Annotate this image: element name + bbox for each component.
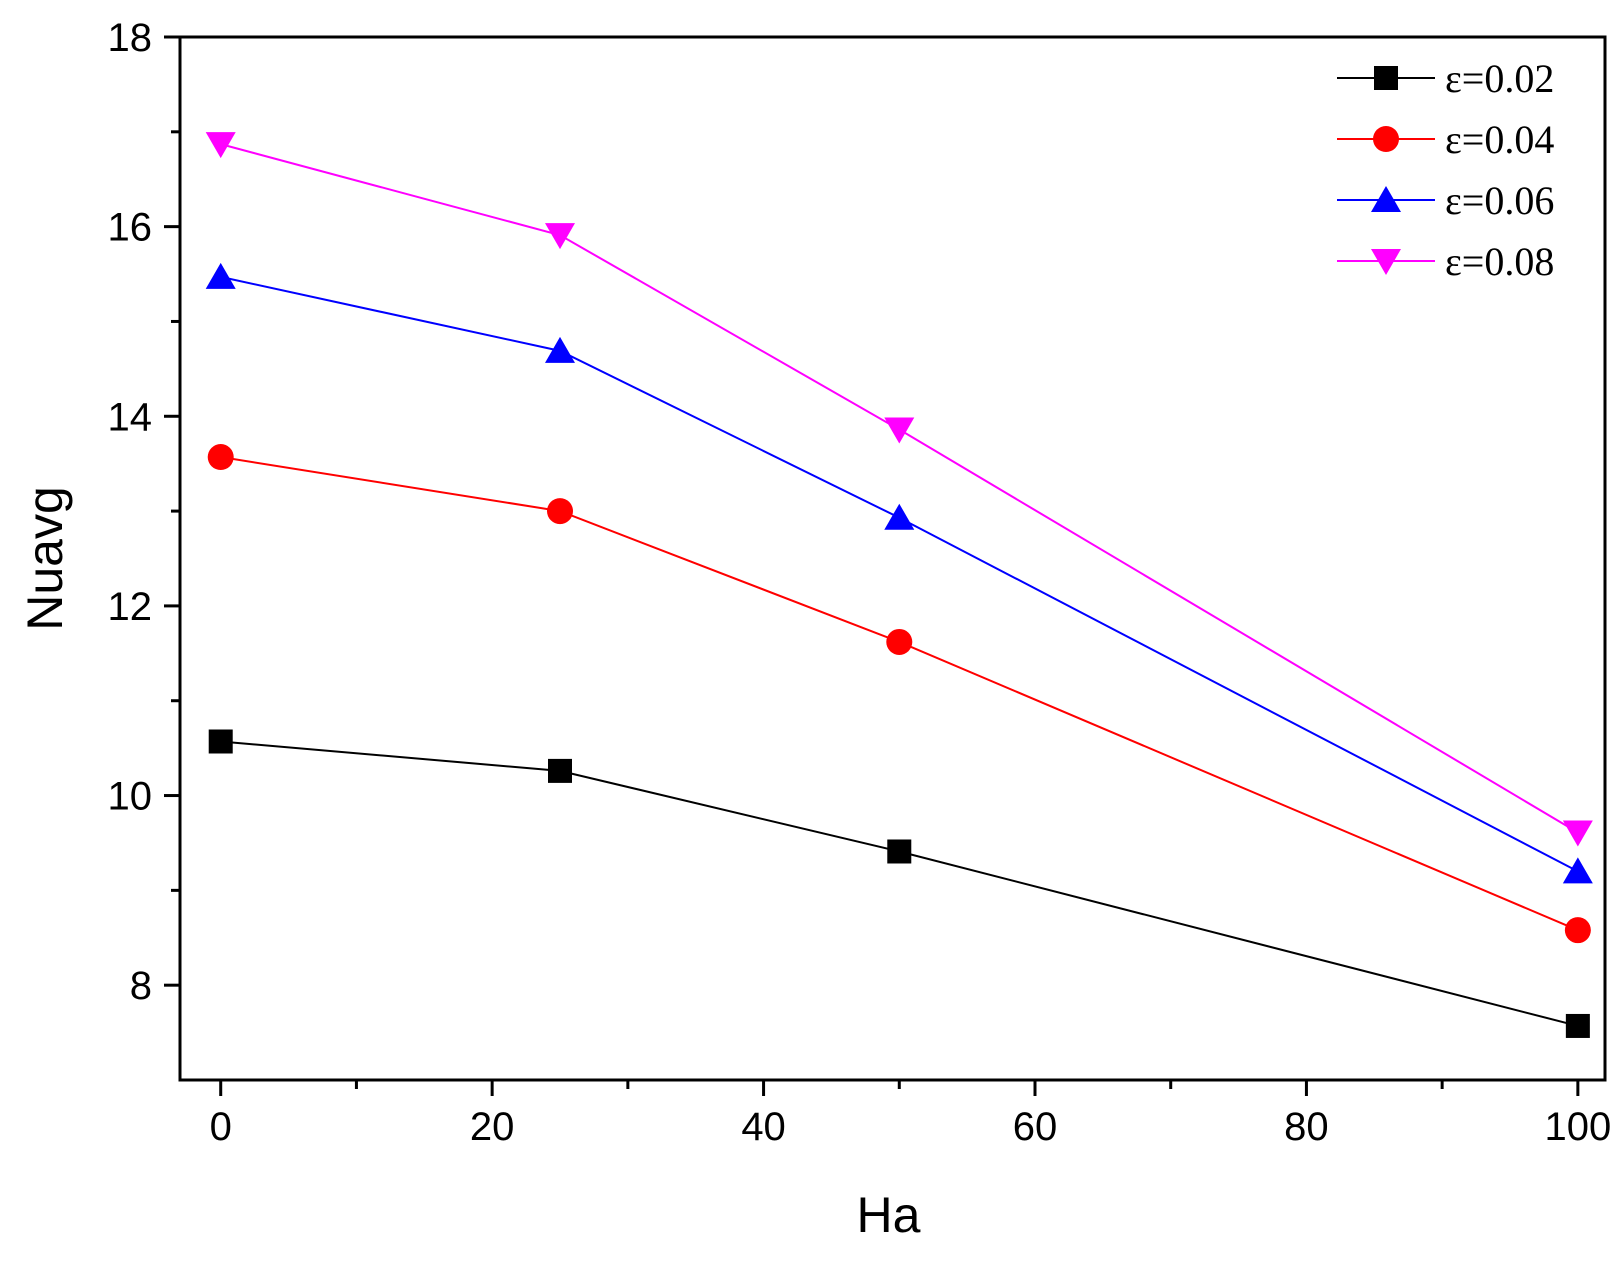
y-axis-label: Nuavg	[17, 486, 73, 631]
legend-item: ε=0.04	[1337, 117, 1554, 162]
series-1	[208, 729, 1590, 1038]
legend-marker	[1371, 186, 1401, 212]
legend-item: ε=0.02	[1337, 56, 1554, 101]
series-line	[220, 456, 1579, 932]
data-point	[1565, 1013, 1590, 1038]
data-point	[1564, 917, 1591, 944]
x-tick-label: 40	[741, 1105, 786, 1149]
data-point	[545, 223, 575, 250]
x-tick-label: 60	[1013, 1105, 1058, 1149]
data-point	[548, 758, 572, 783]
x-axis-label: Ha	[857, 1187, 921, 1243]
series-2	[207, 444, 1591, 944]
x-tick-label: 20	[470, 1105, 515, 1149]
data-point	[207, 444, 234, 471]
series-line	[220, 740, 1579, 1027]
data-point	[547, 498, 573, 525]
y-tick-label: 8	[130, 964, 152, 1008]
series-layer	[205, 132, 1593, 1038]
legend-item: ε=0.06	[1337, 178, 1554, 223]
ticks-layer: 0 20 40 60 80 100 8 10 12 14 16 18	[108, 16, 1612, 1149]
y-tick-label: 10	[108, 775, 153, 819]
legend-marker	[1374, 66, 1398, 90]
data-point	[208, 729, 233, 754]
plot-frame	[178, 35, 1607, 1082]
data-point	[1562, 820, 1593, 847]
series-line	[220, 143, 1579, 834]
y-tick-label: 16	[108, 206, 153, 250]
legend-item: ε=0.08	[1337, 239, 1554, 284]
legend-label: ε=0.08	[1445, 239, 1554, 284]
y-tick-label: 12	[108, 585, 153, 629]
data-point	[1562, 857, 1593, 884]
x-tick-label: 80	[1284, 1105, 1329, 1149]
x-tick-label: 0	[210, 1105, 232, 1149]
legend-label: ε=0.02	[1445, 56, 1554, 101]
data-point	[545, 336, 575, 363]
series-line	[220, 275, 1579, 873]
y-tick-label: 18	[108, 16, 153, 60]
data-point	[205, 132, 236, 159]
data-point	[205, 262, 236, 289]
legend-marker	[1371, 249, 1401, 275]
data-point	[886, 628, 913, 655]
y-tick-label: 14	[108, 395, 153, 439]
legend: ε=0.02 ε=0.04 ε=0.06 ε=0.08	[1337, 56, 1554, 284]
legend-label: ε=0.06	[1445, 178, 1554, 223]
data-point	[887, 839, 912, 864]
legend-label: ε=0.04	[1445, 117, 1554, 162]
series-3	[205, 262, 1593, 884]
legend-marker	[1373, 126, 1399, 152]
series-4	[205, 132, 1593, 847]
data-point	[884, 417, 915, 444]
x-tick-label: 100	[1544, 1105, 1611, 1149]
data-point	[884, 503, 915, 530]
